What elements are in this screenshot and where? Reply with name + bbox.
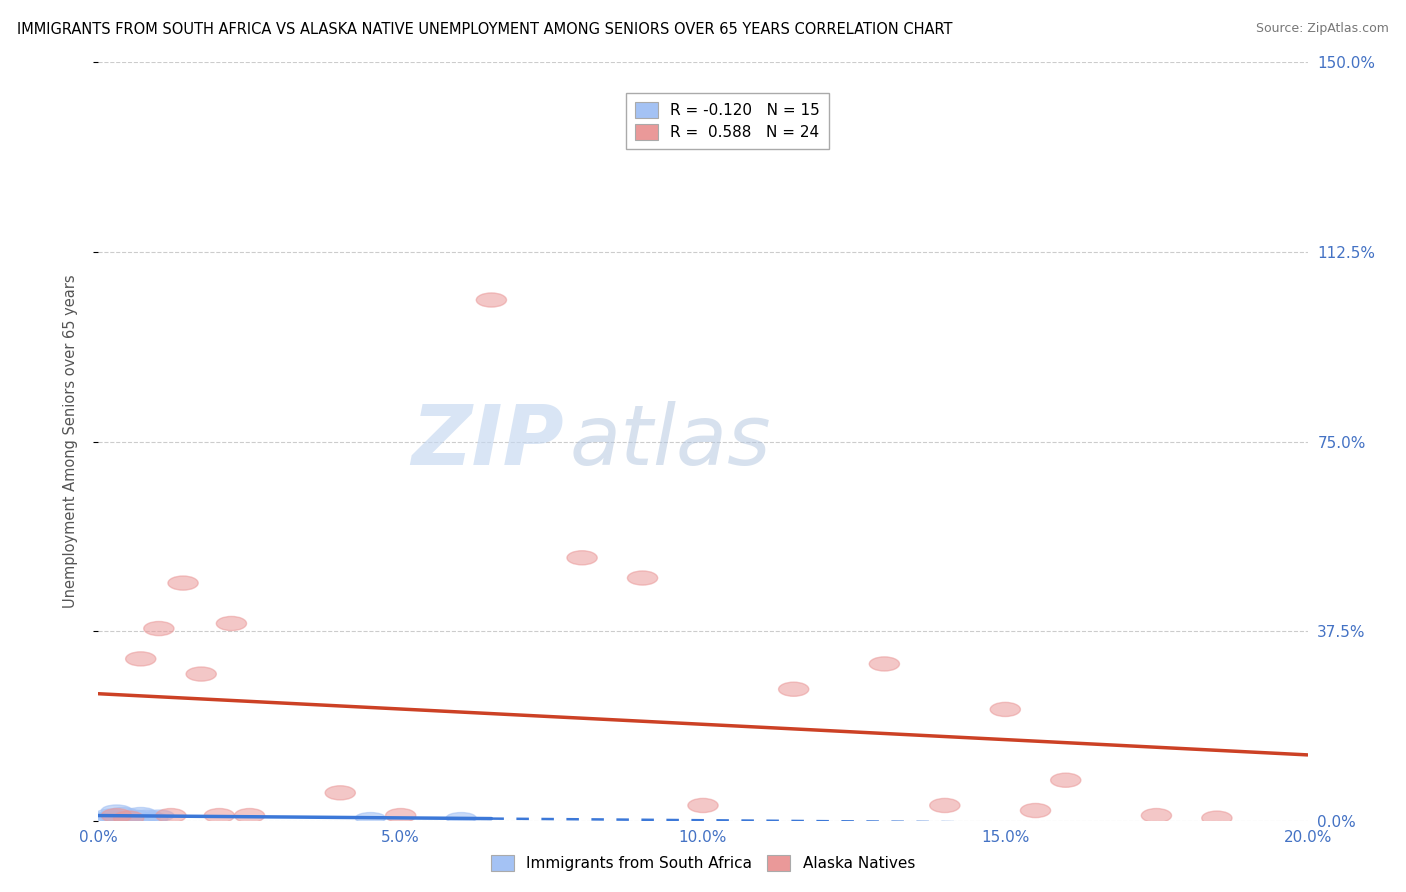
Ellipse shape xyxy=(125,652,156,666)
Ellipse shape xyxy=(132,810,162,822)
Ellipse shape xyxy=(107,807,138,819)
Ellipse shape xyxy=(143,810,174,822)
Ellipse shape xyxy=(688,798,718,813)
Ellipse shape xyxy=(235,808,264,822)
Ellipse shape xyxy=(101,805,132,816)
Ellipse shape xyxy=(204,808,235,822)
Ellipse shape xyxy=(446,813,477,823)
Text: Source: ZipAtlas.com: Source: ZipAtlas.com xyxy=(1256,22,1389,36)
Text: ZIP: ZIP xyxy=(412,401,564,482)
Ellipse shape xyxy=(186,667,217,681)
Ellipse shape xyxy=(101,808,132,822)
Ellipse shape xyxy=(929,798,960,813)
Y-axis label: Unemployment Among Seniors over 65 years: Unemployment Among Seniors over 65 years xyxy=(63,275,77,608)
Legend: Immigrants from South Africa, Alaska Natives: Immigrants from South Africa, Alaska Nat… xyxy=(485,849,921,877)
Ellipse shape xyxy=(90,813,120,823)
Ellipse shape xyxy=(138,813,167,823)
Ellipse shape xyxy=(156,808,186,822)
Ellipse shape xyxy=(567,550,598,565)
Ellipse shape xyxy=(96,811,125,822)
Legend: R = -0.120   N = 15, R =  0.588   N = 24: R = -0.120 N = 15, R = 0.588 N = 24 xyxy=(626,93,830,149)
Ellipse shape xyxy=(1202,811,1232,825)
Ellipse shape xyxy=(385,808,416,822)
Ellipse shape xyxy=(1142,808,1171,822)
Ellipse shape xyxy=(869,657,900,671)
Ellipse shape xyxy=(125,807,156,819)
Ellipse shape xyxy=(1021,804,1050,818)
Ellipse shape xyxy=(356,813,385,823)
Ellipse shape xyxy=(990,702,1021,716)
Text: atlas: atlas xyxy=(569,401,772,482)
Ellipse shape xyxy=(114,811,143,825)
Ellipse shape xyxy=(114,813,143,823)
Text: IMMIGRANTS FROM SOUTH AFRICA VS ALASKA NATIVE UNEMPLOYMENT AMONG SENIORS OVER 65: IMMIGRANTS FROM SOUTH AFRICA VS ALASKA N… xyxy=(17,22,952,37)
Ellipse shape xyxy=(107,813,138,823)
Ellipse shape xyxy=(120,810,150,822)
Ellipse shape xyxy=(627,571,658,585)
Ellipse shape xyxy=(325,786,356,800)
Ellipse shape xyxy=(477,293,506,307)
Ellipse shape xyxy=(217,616,246,631)
Ellipse shape xyxy=(101,813,132,823)
Ellipse shape xyxy=(96,809,125,820)
Ellipse shape xyxy=(167,576,198,591)
Ellipse shape xyxy=(1050,773,1081,788)
Ellipse shape xyxy=(779,682,808,697)
Ellipse shape xyxy=(143,622,174,636)
